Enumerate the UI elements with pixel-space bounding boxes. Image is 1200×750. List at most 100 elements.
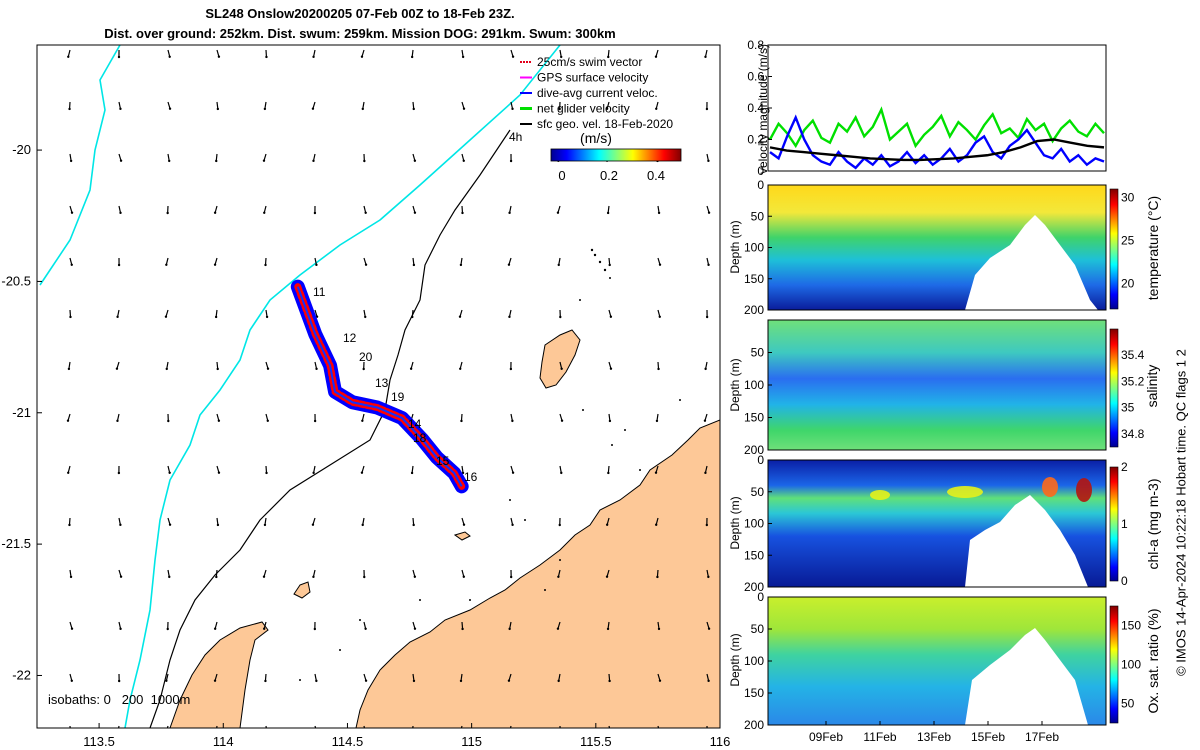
current-vector-head <box>312 55 315 59</box>
current-vector-head <box>655 419 659 423</box>
current-vector-head <box>315 263 318 267</box>
current-vector-head <box>412 107 415 111</box>
current-vector-head <box>707 159 710 163</box>
current-vector-head <box>605 107 609 110</box>
legend-label: GPS surface velocity <box>537 71 648 85</box>
current-vector-head <box>213 627 217 630</box>
current-vector-head <box>658 263 662 266</box>
current-vector-head <box>119 575 123 578</box>
current-vector-head <box>557 263 560 267</box>
current-vector-head <box>119 523 122 527</box>
current-vector-head <box>213 679 217 682</box>
current-vector-head <box>558 523 561 527</box>
current-vector-head <box>461 211 464 215</box>
current-vector-head <box>560 367 563 371</box>
current-vector-head <box>117 679 121 683</box>
current-vector-head <box>507 679 511 682</box>
current-vector-head <box>413 159 417 162</box>
map-x-tick-label: 115.5 <box>580 734 612 749</box>
current-vector-head <box>411 315 414 319</box>
current-vector-head <box>266 419 269 422</box>
colorbar-tick: 0.2 <box>600 168 618 183</box>
current-vector-head <box>509 575 513 579</box>
current-vector-head <box>119 211 122 215</box>
map-axes: 113.5 114 114.5 115 115.5 116 -20 -20.5 -21 -21.5… <box>1 142 730 749</box>
current-vector-head <box>168 523 172 526</box>
current-vector-head <box>361 419 364 423</box>
current-vector-head <box>412 523 415 527</box>
current-vector-head <box>166 627 169 631</box>
track-line <box>296 286 463 487</box>
map-x-tick-label: 114 <box>213 734 234 749</box>
current-vector-head <box>119 159 123 162</box>
current-vector-head <box>462 107 466 110</box>
current-vector-head <box>264 263 267 267</box>
current-vector <box>166 725 169 728</box>
map-x-tick-label: 113.5 <box>83 734 115 749</box>
current-vector-head <box>462 523 466 526</box>
current-vector-head <box>119 107 122 111</box>
current-vector-head <box>559 315 562 319</box>
map-x-tick-label: 114.5 <box>332 734 364 749</box>
current-vector-head <box>608 263 611 267</box>
land-island-small <box>293 531 471 599</box>
current-vector-head <box>263 211 266 214</box>
chla-cbar-label: chl-a (mg m-3) <box>1145 478 1161 570</box>
current-vector-head <box>658 679 662 682</box>
current-vector-head <box>117 471 121 475</box>
current-vector-head <box>215 575 218 579</box>
current-vector-head <box>363 159 366 163</box>
current-vector-head <box>511 471 515 474</box>
current-vector-head <box>67 55 70 58</box>
colorbar <box>550 148 682 162</box>
current-vector-head <box>312 471 315 475</box>
salinity-ylabel: Depth (m) <box>728 358 742 412</box>
current-vector-head <box>361 107 364 111</box>
current-vector-head <box>654 523 658 526</box>
map-y-tick-label: -22 <box>12 667 31 682</box>
current-vector-head <box>315 367 318 371</box>
current-vector <box>412 725 414 728</box>
isobaths-label: isobaths: 0 200 1000m <box>48 692 190 707</box>
current-vector-head <box>217 471 221 474</box>
current-vector-head <box>264 679 267 683</box>
current-vector-head <box>704 55 707 59</box>
map-y-tick-label: -21.5 <box>1 536 31 551</box>
current-vector-head <box>703 419 707 422</box>
current-vector-head <box>214 315 218 319</box>
salinity-cbar-label: salinity <box>1144 364 1160 408</box>
current-vector-head <box>217 55 221 58</box>
current-vector-head <box>507 263 511 266</box>
colorbar-tick: 0 <box>558 168 565 183</box>
reef-dots <box>299 248 681 681</box>
colorbar-tick: 0.4 <box>647 168 665 183</box>
current-vector-head <box>459 263 463 267</box>
current-vector-head <box>312 159 315 163</box>
current-vector-head <box>459 679 463 683</box>
current-vector-head <box>410 55 414 59</box>
track-label: 11 <box>313 285 326 299</box>
current-vector-head <box>116 732 118 734</box>
current-vector-head <box>262 575 266 578</box>
current-vector-head <box>70 263 73 266</box>
chla-ylabel: Depth (m) <box>728 496 742 550</box>
current-vector-head <box>657 627 661 631</box>
current-vector-head <box>262 159 266 162</box>
current-vector-head <box>216 523 220 527</box>
current-vector <box>460 725 463 728</box>
map-y-tick-label: -20.5 <box>1 273 31 288</box>
current-vector-head <box>364 627 367 631</box>
current-vector-head <box>215 159 218 163</box>
current-vector-head <box>70 211 74 214</box>
current-vector-head <box>705 523 709 527</box>
current-vector-head <box>69 575 73 579</box>
current-vector-head <box>413 627 417 630</box>
current-vector-head <box>362 367 365 371</box>
current-vector-head <box>263 107 267 111</box>
current-vector-head <box>165 263 168 266</box>
current-vector-head <box>560 55 563 59</box>
current-vector-head <box>410 471 414 475</box>
current-vector-head <box>509 367 513 371</box>
current-vector-head <box>409 367 413 370</box>
current-vector-head <box>364 263 368 266</box>
